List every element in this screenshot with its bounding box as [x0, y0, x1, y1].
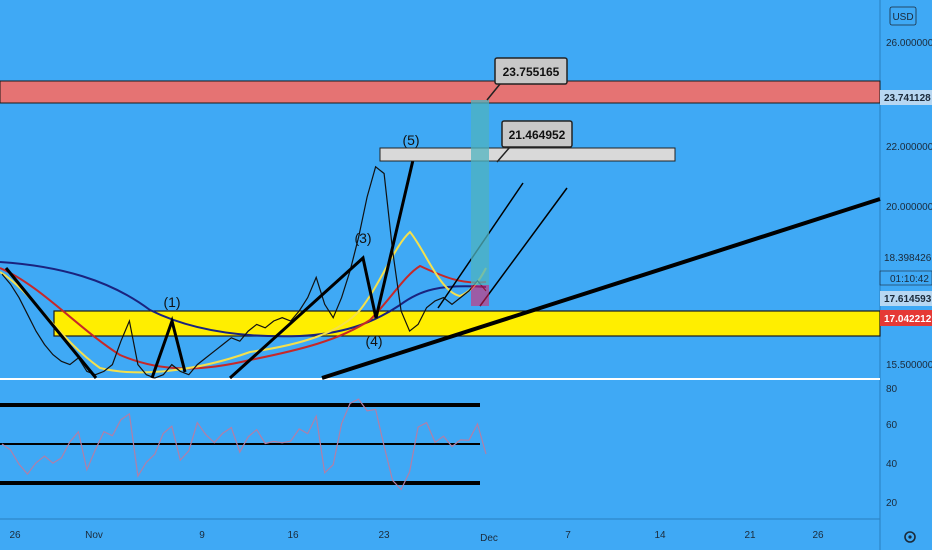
- rsi-tick-20: 20: [886, 498, 898, 509]
- callout-text-21-464952: 21.464952: [509, 128, 566, 142]
- resistance-zone[interactable]: [0, 80, 881, 104]
- currency-label[interactable]: USD: [889, 6, 917, 26]
- price-tick-26: 26.000000: [886, 38, 932, 49]
- wave-label-4: (4): [365, 333, 382, 349]
- callout-text-23-755165: 23.755165: [503, 65, 560, 79]
- time-tick-nov: Nov: [85, 530, 103, 541]
- price-tick-20: 20.000000: [886, 202, 932, 213]
- price-tick-22: 22.000000: [886, 142, 932, 153]
- rsi-tick-60: 60: [886, 420, 898, 431]
- callout-23-755165[interactable]: 23.755165: [486, 57, 568, 101]
- wave-label-3: (3): [354, 230, 371, 246]
- downtrend-line: [4, 267, 98, 379]
- wave-3-5-path: [228, 159, 415, 380]
- badge-resistance-text: 23.741128: [884, 93, 931, 104]
- price-series-line: [1, 165, 487, 379]
- target-box[interactable]: [379, 147, 676, 162]
- time-tick-7: 7: [565, 530, 571, 541]
- badge-countdown-text: 01:10:42: [890, 274, 929, 285]
- badge-last-high-text: 18.398426: [884, 253, 932, 264]
- badge-resistance-price: 23.741128: [880, 90, 932, 105]
- time-tick-14: 14: [654, 530, 666, 541]
- time-tick-26: 26: [9, 530, 21, 541]
- ema-mid-line: [0, 264, 487, 370]
- position-loss-zone[interactable]: [471, 285, 489, 306]
- badge-countdown: 01:10:42: [879, 270, 932, 286]
- badge-current-price: 17.614593: [880, 291, 932, 306]
- currency-text: USD: [892, 12, 913, 23]
- wave-label-1: (1): [163, 294, 180, 310]
- wave-label-5: (5): [402, 132, 419, 148]
- time-tick-9: 9: [199, 530, 205, 541]
- rsi-line: [1, 398, 487, 491]
- time-tick-23: 23: [378, 530, 390, 541]
- time-tick-dec: Dec: [480, 533, 498, 544]
- major-trendline: [321, 197, 881, 380]
- badge-support-price: 17.042212: [880, 310, 932, 326]
- callout-21-464952[interactable]: 21.464952: [496, 120, 573, 163]
- price-tick-15-5: 15.500000: [886, 360, 932, 371]
- time-tick-16: 16: [287, 530, 299, 541]
- rsi-tick-40: 40: [886, 459, 898, 470]
- time-tick-26b: 26: [812, 530, 824, 541]
- rsi-tick-80: 80: [886, 384, 898, 395]
- position-profit-zone[interactable]: [471, 100, 489, 285]
- wave-1-path: [150, 315, 187, 379]
- ema-slow-line: [0, 261, 487, 338]
- channel-line-lower: [479, 187, 568, 307]
- badge-current-price-text: 17.614593: [884, 294, 932, 305]
- gear-icon[interactable]: [904, 531, 916, 543]
- time-tick-21: 21: [744, 530, 756, 541]
- badge-support-price-text: 17.042212: [884, 314, 932, 325]
- badge-last-high: 18.398426: [884, 253, 932, 264]
